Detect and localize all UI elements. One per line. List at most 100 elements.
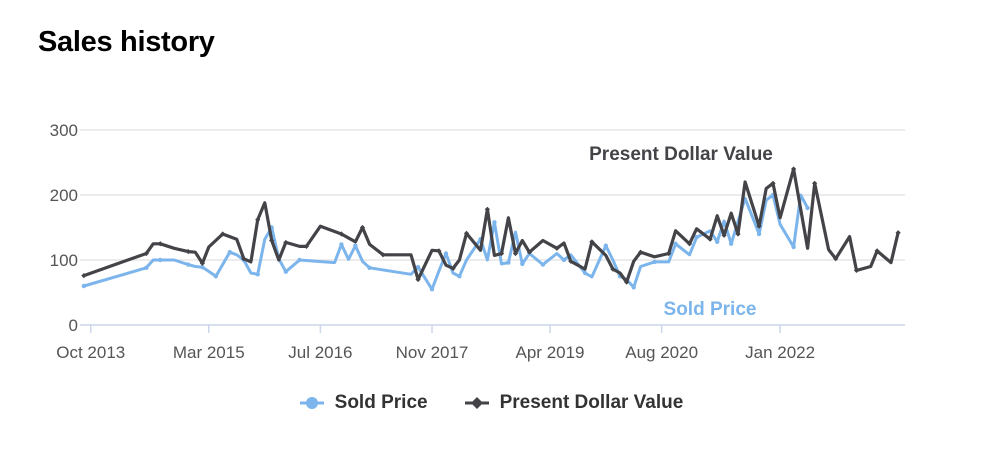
data-point[interactable] <box>199 260 205 266</box>
series-labels: Present Dollar Value Sold Price <box>589 144 773 320</box>
data-point[interactable] <box>526 249 533 255</box>
data-point[interactable] <box>157 241 163 247</box>
chart-legend: Sold Price Present Dollar Value <box>0 392 982 414</box>
data-point[interactable] <box>791 244 796 250</box>
data-point[interactable] <box>707 236 713 242</box>
data-point[interactable] <box>338 231 345 237</box>
data-point[interactable] <box>283 239 289 246</box>
data-point[interactable] <box>255 272 260 277</box>
data-point[interactable] <box>457 274 462 279</box>
data-point[interactable] <box>735 231 741 237</box>
data-point[interactable] <box>540 262 546 267</box>
data-point[interactable] <box>492 220 497 225</box>
x-tick-label: Nov 2017 <box>396 343 469 362</box>
legend-label: Present Dollar Value <box>499 392 684 413</box>
data-point[interactable] <box>561 257 567 263</box>
data-point[interactable] <box>359 224 366 231</box>
data-point[interactable] <box>213 274 219 279</box>
series-line <box>82 167 900 284</box>
data-point[interactable] <box>694 235 699 240</box>
data-point[interactable] <box>582 270 588 276</box>
data-point[interactable] <box>520 261 525 267</box>
legend-label: Sold Price <box>334 392 428 413</box>
data-point[interactable] <box>686 241 693 247</box>
data-point[interactable] <box>853 267 860 273</box>
data-point[interactable] <box>603 243 609 248</box>
data-point[interactable] <box>568 258 574 264</box>
data-point[interactable] <box>631 285 636 290</box>
x-tick-label: Jul 2016 <box>288 343 352 362</box>
y-tick-label: 0 <box>69 316 78 335</box>
data-point[interactable] <box>756 223 762 229</box>
data-point[interactable] <box>673 241 678 246</box>
data-point[interactable] <box>158 257 163 263</box>
data-point[interactable] <box>255 217 261 223</box>
data-point[interactable] <box>429 287 435 292</box>
data-point[interactable] <box>200 264 205 270</box>
data-point[interactable] <box>833 256 839 262</box>
data-point[interactable] <box>283 269 289 274</box>
data-point[interactable] <box>512 250 519 257</box>
data-point[interactable] <box>756 231 762 237</box>
data-point[interactable] <box>269 237 275 244</box>
x-tick-label: Aug 2020 <box>625 343 698 362</box>
data-point[interactable] <box>770 180 776 186</box>
series-lines <box>81 166 901 292</box>
data-point[interactable] <box>895 230 901 236</box>
y-tick-label: 100 <box>50 251 78 270</box>
data-point[interactable] <box>339 242 344 247</box>
data-point[interactable] <box>506 260 511 265</box>
y-tick-label: 200 <box>50 186 78 205</box>
grid-lines: 0 100 200 300 <box>50 121 905 335</box>
data-point[interactable] <box>791 166 797 172</box>
data-point[interactable] <box>144 265 149 270</box>
data-point[interactable] <box>715 239 720 244</box>
data-point[interactable] <box>297 257 302 263</box>
data-point[interactable] <box>380 252 386 258</box>
data-point[interactable] <box>463 230 470 236</box>
page-title: Sales history <box>38 26 215 58</box>
data-point[interactable] <box>812 180 818 186</box>
data-point[interactable] <box>450 265 456 272</box>
data-point[interactable] <box>624 279 630 285</box>
data-point[interactable] <box>666 250 672 257</box>
x-tick-label: Oct 2013 <box>56 343 125 362</box>
data-point[interactable] <box>143 250 149 257</box>
data-point[interactable] <box>227 250 233 255</box>
data-point[interactable] <box>484 206 490 212</box>
data-point[interactable] <box>443 251 449 256</box>
data-point[interactable] <box>415 264 421 270</box>
data-point[interactable] <box>637 249 644 255</box>
x-tick-label: Jan 2022 <box>745 343 815 362</box>
data-point[interactable] <box>610 266 616 272</box>
present-dollar-value-label: Present Dollar Value <box>589 144 773 165</box>
data-point[interactable] <box>185 262 191 267</box>
data-point[interactable] <box>303 243 310 249</box>
data-point[interactable] <box>415 276 421 283</box>
data-point[interactable] <box>241 256 247 262</box>
data-point[interactable] <box>589 239 595 245</box>
data-point[interactable] <box>498 250 505 257</box>
data-point[interactable] <box>220 231 226 237</box>
legend-item-sold-price[interactable]: Sold Price <box>299 392 428 414</box>
data-point[interactable] <box>185 248 191 255</box>
series-line <box>82 193 810 291</box>
data-point[interactable] <box>805 205 810 211</box>
data-point[interactable] <box>353 243 358 248</box>
data-point[interactable] <box>652 259 657 265</box>
data-point[interactable] <box>81 273 87 279</box>
legend-item-present-dollar-value[interactable]: Present Dollar Value <box>464 392 684 414</box>
x-tick-label: Mar 2015 <box>173 343 245 362</box>
data-point[interactable] <box>728 241 734 246</box>
series-present-dollar-value <box>81 166 901 285</box>
y-tick-label: 300 <box>50 121 78 140</box>
x-tick-label: Apr 2019 <box>516 343 585 362</box>
data-point[interactable] <box>721 232 727 238</box>
data-point[interactable] <box>554 245 560 251</box>
data-point[interactable] <box>874 248 880 254</box>
data-point[interactable] <box>81 283 87 289</box>
data-point[interactable] <box>436 248 442 254</box>
data-point[interactable] <box>367 265 372 270</box>
